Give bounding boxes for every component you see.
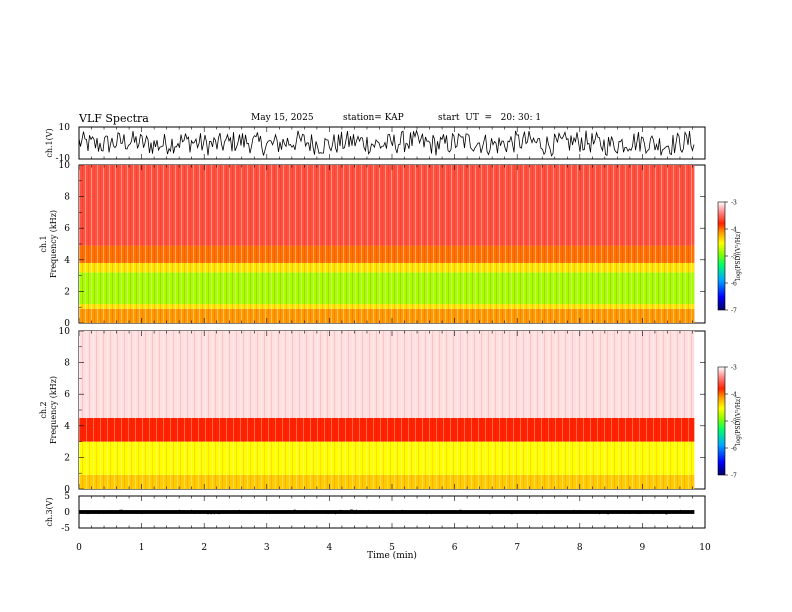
x-tick-label: 4 (327, 543, 333, 553)
date-label: May 15, 2025 (251, 113, 314, 123)
ch1-colorbar (717, 201, 726, 311)
ch2-spectrogram (79, 331, 695, 489)
station-label: station= KAP (343, 113, 404, 123)
ch2-colorbar-label: log(PSD)(V²/Hz) (735, 397, 742, 446)
x-tick-label: 0 (76, 543, 82, 553)
colorbar-tick-label: -7 (731, 473, 737, 480)
x-tick-label: 2 (201, 543, 207, 553)
x-tick-label: 7 (514, 543, 520, 553)
y-tick-label: 8 (64, 193, 70, 203)
x-tick-label: 1 (139, 543, 145, 553)
y-tick-label: 0 (64, 485, 70, 495)
ylabel-line: ch.1 (39, 235, 48, 252)
colorbar-tick-label: -3 (731, 200, 737, 207)
colorbar-tick-label: -4 (731, 227, 737, 234)
figure-title: VLF Spectra (79, 112, 149, 125)
spectrogram-texture (79, 331, 695, 489)
colorbar-tick-label: -6 (731, 446, 737, 453)
ch1-waveform-ylabel: ch.1(V) (45, 128, 54, 157)
ylabel-line: Frequency (kHz) (49, 376, 58, 444)
ch1-spectrogram-ylabel: ch.1Frequency (kHz) (39, 210, 58, 278)
colorbar-tick-label: -7 (731, 308, 737, 315)
ch2-spectrogram-ylabel: ch.2Frequency (kHz) (39, 376, 58, 444)
ch1-spectrogram (79, 165, 695, 323)
y-tick-label: 2 (64, 453, 70, 463)
y-tick-label: -10 (56, 154, 71, 164)
y-tick-label: 0 (64, 319, 70, 329)
y-tick-label: 2 (64, 287, 70, 297)
x-tick-label: 6 (452, 543, 458, 553)
ch3-waveform-ylabel: ch.3(V) (45, 497, 54, 526)
x-axis-label: Time (min) (367, 550, 417, 561)
ch3-waveform-line (78, 509, 695, 515)
colorbar-tick-label: -6 (731, 281, 737, 288)
ylabel-line: ch.2 (39, 401, 48, 418)
colorbar-tick-label: -5 (731, 419, 737, 426)
colorbar-tick-label: -4 (731, 392, 737, 399)
ch1-waveform-line (78, 129, 695, 157)
y-tick-label: 5 (64, 492, 70, 502)
x-tick-label: 10 (699, 543, 711, 553)
colorbar-tick-label: -5 (731, 254, 737, 261)
spectrogram-texture (79, 165, 695, 323)
start-time-label: start UT = 20: 30: 1 (438, 113, 542, 123)
y-tick-label: 10 (59, 161, 71, 171)
y-tick-label: 0 (64, 508, 70, 518)
y-tick-label: 6 (64, 390, 70, 400)
ch3-waveform-trace (79, 510, 695, 514)
x-tick-label: 8 (577, 543, 583, 553)
y-tick-label: 4 (64, 422, 70, 432)
ch1-colorbar-label: log(PSD)(V²/Hz) (735, 232, 742, 281)
y-tick-label: 10 (59, 327, 71, 337)
x-tick-label: 5 (389, 543, 395, 553)
y-tick-label: -5 (61, 524, 70, 534)
ylabel-line: Frequency (kHz) (49, 210, 58, 278)
ch2-colorbar (717, 366, 726, 476)
y-tick-label: 8 (64, 359, 70, 369)
y-tick-label: 6 (64, 224, 70, 234)
x-tick-label: 3 (264, 543, 270, 553)
y-tick-label: 10 (59, 123, 71, 133)
colorbar-tick-label: -3 (731, 365, 737, 372)
colorbar-ticks: -3 -4 -5 -6 -7 -3 -4 -5 -6 -7 (725, 200, 737, 480)
y-tick-label: 4 (64, 256, 70, 266)
x-tick-label: 9 (640, 543, 646, 553)
